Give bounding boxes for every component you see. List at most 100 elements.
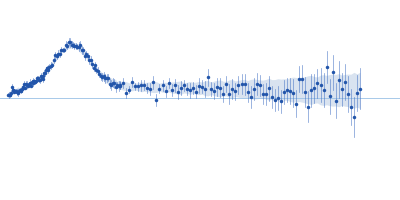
Point	[11, 90, 18, 94]
Point	[293, 102, 300, 105]
Point	[156, 87, 163, 90]
Point	[123, 91, 129, 94]
Point	[108, 83, 114, 86]
Point	[168, 88, 175, 92]
Point	[38, 74, 44, 78]
Point	[232, 90, 239, 93]
Point	[345, 93, 351, 96]
Point	[348, 105, 354, 109]
Point	[84, 54, 91, 58]
Point	[49, 63, 56, 67]
Point	[214, 85, 220, 88]
Point	[31, 80, 38, 83]
Point	[14, 91, 20, 94]
Point	[141, 83, 148, 87]
Point	[40, 75, 47, 78]
Point	[302, 90, 308, 93]
Point	[33, 79, 39, 82]
Point	[25, 84, 31, 87]
Point	[150, 81, 157, 84]
Point	[64, 44, 70, 47]
Point	[68, 43, 75, 46]
Point	[342, 80, 348, 84]
Point	[153, 98, 160, 102]
Point	[269, 95, 275, 98]
Point	[114, 83, 120, 87]
Point	[250, 88, 257, 91]
Point	[105, 76, 112, 79]
Point	[110, 81, 116, 84]
Point	[162, 90, 169, 93]
Point	[299, 77, 306, 80]
Point	[305, 105, 312, 108]
Point	[138, 84, 144, 87]
Point	[19, 85, 26, 89]
Point	[220, 93, 226, 96]
Point	[184, 87, 190, 91]
Point	[217, 86, 224, 89]
Point	[287, 89, 293, 93]
Point	[120, 82, 126, 85]
Point	[320, 88, 327, 91]
Point	[190, 86, 196, 89]
Point	[15, 91, 21, 94]
Point	[28, 84, 34, 87]
Point	[46, 65, 53, 68]
Point	[48, 64, 54, 67]
Point	[178, 86, 184, 90]
Point	[326, 95, 333, 98]
Point	[95, 69, 101, 72]
Point	[89, 63, 95, 66]
Point	[238, 82, 245, 85]
Point	[354, 91, 360, 95]
Point	[174, 90, 181, 93]
Point	[135, 85, 142, 88]
Point	[73, 44, 79, 48]
Point	[336, 78, 342, 81]
Point	[99, 75, 106, 79]
Point	[317, 83, 324, 87]
Point	[24, 83, 30, 87]
Point	[12, 90, 18, 93]
Point	[41, 71, 48, 74]
Point	[8, 92, 14, 95]
Point	[58, 48, 64, 51]
Point	[34, 77, 40, 80]
Point	[22, 86, 28, 89]
Point	[56, 52, 63, 55]
Point	[254, 82, 260, 85]
Point	[229, 87, 236, 90]
Point	[13, 89, 19, 93]
Point	[211, 89, 217, 92]
Point	[60, 48, 66, 51]
Point	[92, 64, 98, 67]
Point	[166, 81, 172, 85]
Point	[52, 54, 58, 57]
Point	[311, 87, 318, 90]
Point	[21, 82, 28, 86]
Point	[62, 43, 69, 46]
Point	[70, 43, 76, 46]
Point	[16, 89, 22, 93]
Point	[55, 52, 62, 55]
Point	[290, 91, 296, 94]
Point	[351, 115, 357, 118]
Point	[54, 55, 60, 58]
Point	[104, 77, 110, 80]
Point	[32, 81, 38, 84]
Point	[9, 88, 16, 91]
Point	[202, 87, 208, 90]
Point	[77, 43, 84, 46]
Point	[23, 82, 29, 86]
Point	[235, 83, 242, 87]
Point	[35, 77, 41, 80]
Point	[80, 49, 86, 52]
Point	[199, 85, 205, 88]
Point	[90, 66, 97, 70]
Point	[132, 85, 138, 88]
Point	[78, 48, 85, 51]
Point	[281, 90, 287, 93]
Point	[88, 58, 94, 62]
Point	[272, 99, 278, 102]
Point	[18, 87, 25, 91]
